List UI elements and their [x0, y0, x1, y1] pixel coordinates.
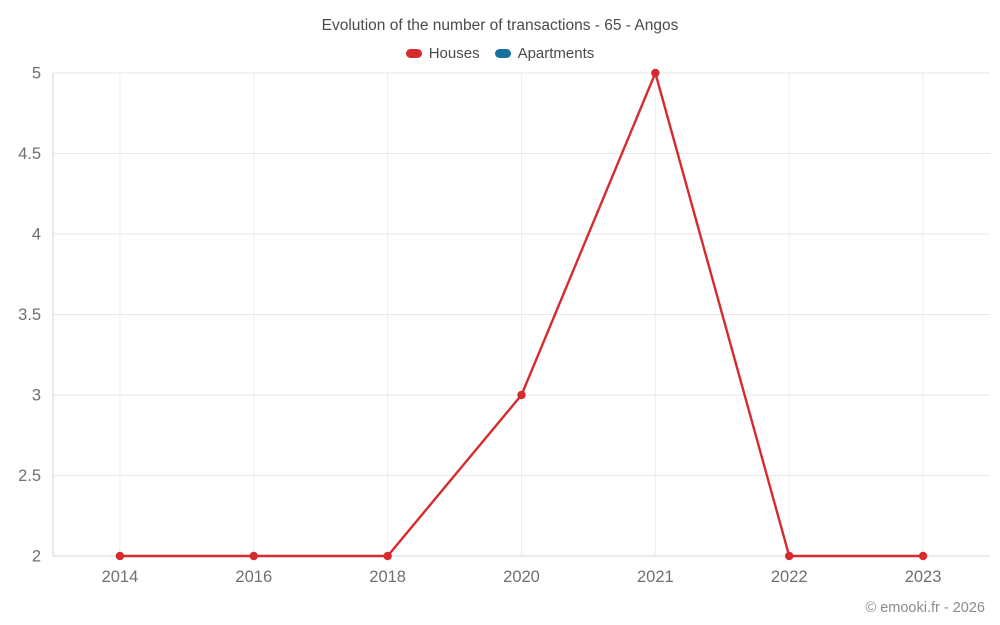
houses-data-point[interactable]	[115, 551, 125, 561]
legend-label: Houses	[428, 45, 480, 62]
x-tick-label: 2020	[503, 568, 540, 586]
y-tick-label: 3.5	[18, 306, 41, 324]
legend-item-apartments[interactable]: Apartments	[494, 45, 595, 62]
legend-swatch-apartments	[494, 49, 511, 58]
y-tick-label: 3	[32, 387, 41, 405]
legend-label: Apartments	[517, 45, 595, 62]
legend-swatch-houses	[405, 49, 422, 58]
y-tick-label: 4.5	[18, 145, 41, 163]
x-tick-label: 2022	[771, 568, 808, 586]
x-tick-label: 2023	[905, 568, 942, 586]
houses-data-point[interactable]	[383, 551, 392, 561]
legend-item-houses[interactable]: Houses	[405, 45, 480, 62]
houses-data-point[interactable]	[651, 68, 660, 78]
chart-title: Evolution of the number of transactions …	[321, 17, 679, 34]
houses-data-point[interactable]	[517, 390, 526, 400]
legend: Houses Apartments	[0, 45, 1000, 62]
y-tick-label: 2	[32, 548, 41, 566]
x-tick-label: 2016	[235, 568, 272, 586]
x-tick-label: 2018	[369, 568, 406, 586]
copyright-text: © emooki.fr - 2026	[865, 600, 985, 616]
houses-data-point[interactable]	[785, 551, 794, 561]
y-tick-label: 4	[32, 226, 41, 244]
x-tick-label: 2014	[102, 568, 139, 586]
houses-data-point[interactable]	[918, 551, 928, 561]
y-tick-label: 5	[32, 65, 41, 83]
y-tick-label: 2.5	[18, 467, 41, 485]
houses-data-point[interactable]	[249, 551, 258, 561]
x-tick-label: 2021	[637, 568, 674, 586]
